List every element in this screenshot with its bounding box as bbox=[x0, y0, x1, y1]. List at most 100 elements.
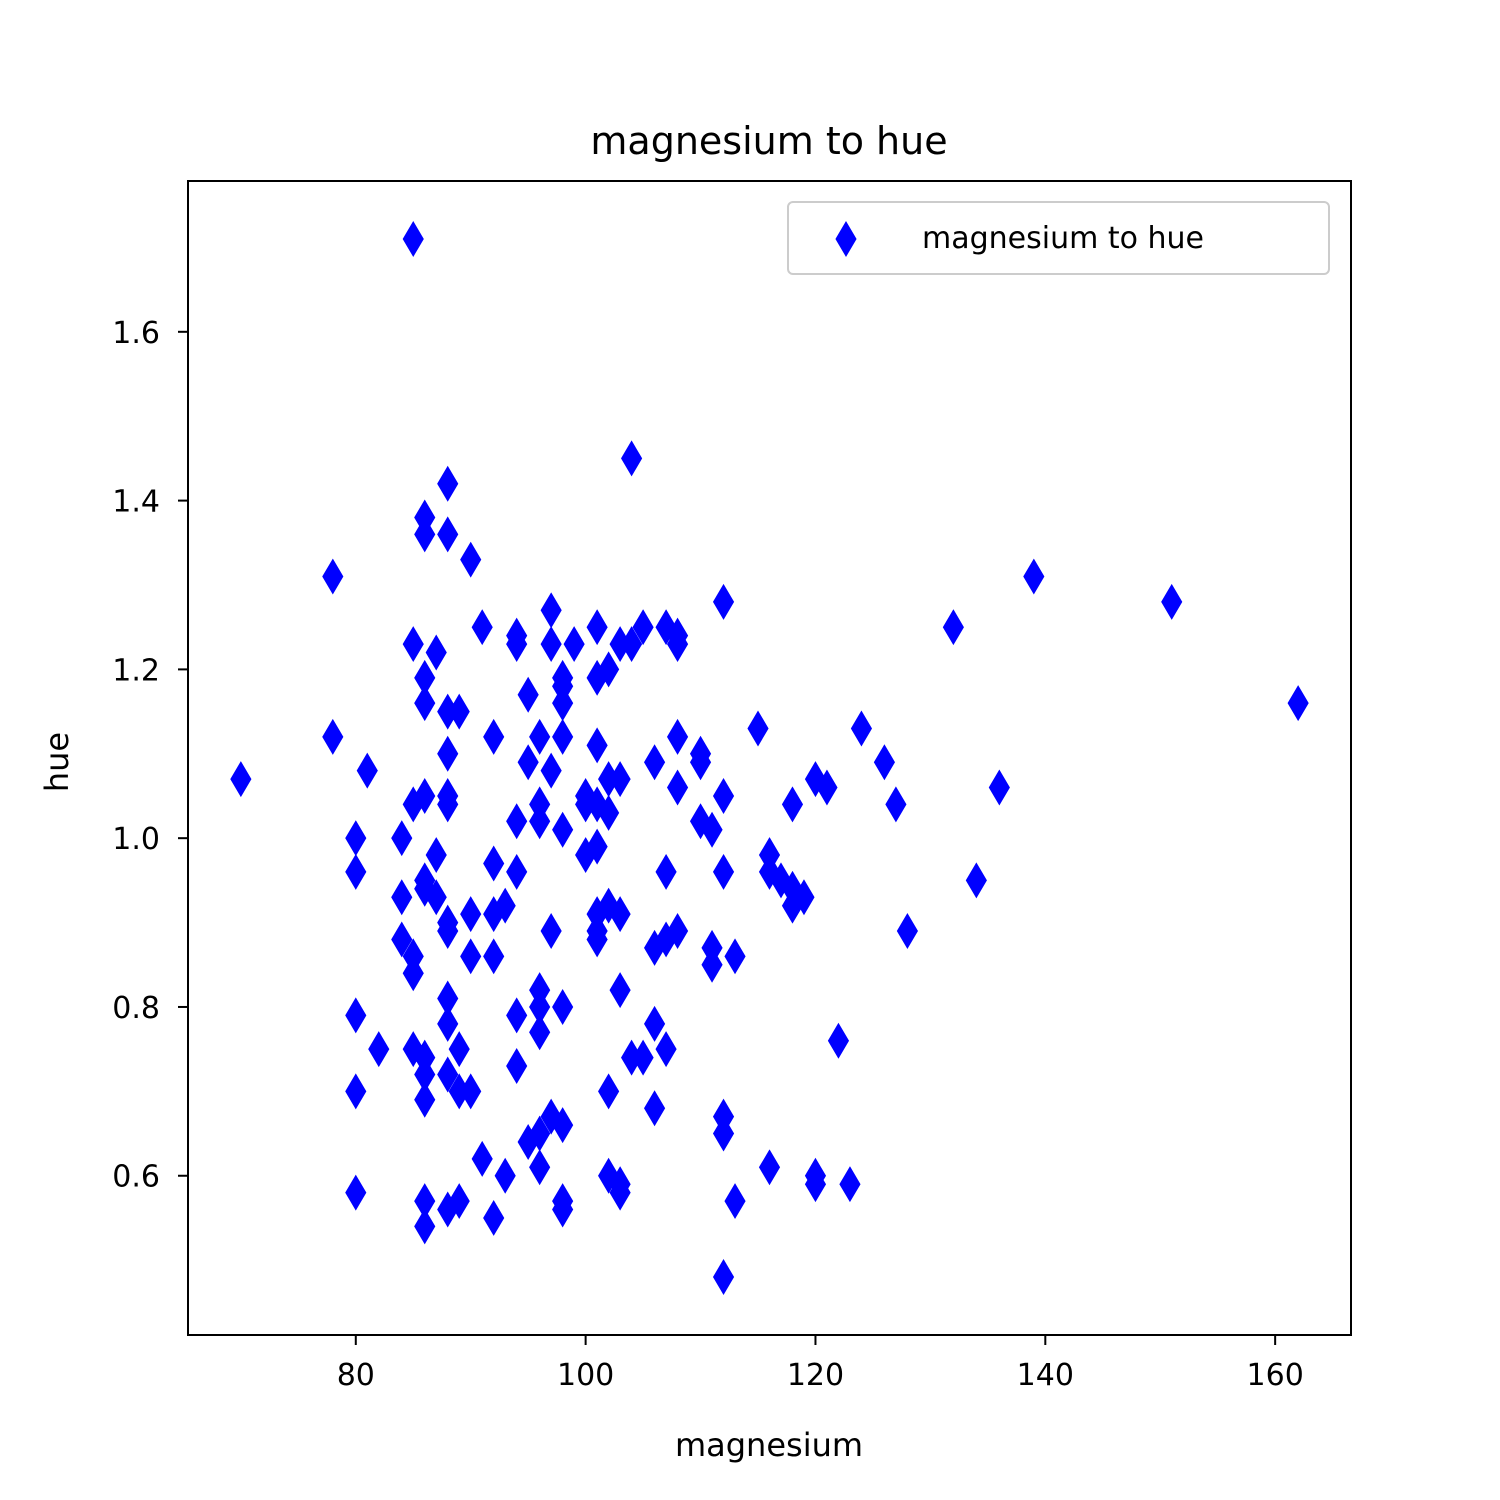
y-tick-label: 1.6 bbox=[112, 316, 160, 351]
data-point bbox=[873, 744, 896, 781]
data-point bbox=[586, 786, 608, 823]
data-point bbox=[598, 651, 620, 688]
data-point bbox=[598, 1157, 620, 1194]
data-point bbox=[356, 752, 378, 789]
data-point bbox=[448, 693, 470, 730]
data-point bbox=[437, 735, 459, 772]
y-tick-label: 1.2 bbox=[112, 653, 160, 688]
data-point bbox=[850, 710, 873, 747]
x-tick-label: 80 bbox=[337, 1358, 375, 1393]
chart-title: magnesium to hue bbox=[590, 119, 947, 163]
data-point bbox=[529, 803, 551, 840]
data-point bbox=[506, 997, 528, 1034]
data-point bbox=[448, 1183, 470, 1220]
data-point bbox=[425, 879, 447, 916]
data-point bbox=[965, 862, 987, 899]
data-point bbox=[322, 718, 344, 755]
data-point bbox=[506, 1048, 528, 1085]
data-point bbox=[666, 769, 689, 806]
data-point bbox=[885, 786, 907, 823]
data-point bbox=[552, 811, 574, 848]
data-point bbox=[414, 1208, 436, 1245]
y-tick-label: 1.0 bbox=[112, 822, 160, 857]
data-point bbox=[437, 786, 459, 823]
data-point bbox=[632, 1039, 654, 1076]
data-point bbox=[655, 853, 677, 890]
data-point bbox=[598, 794, 620, 831]
data-point bbox=[230, 761, 252, 798]
data-point bbox=[345, 997, 367, 1034]
data-point bbox=[712, 853, 735, 890]
x-tick-label: 100 bbox=[557, 1358, 614, 1393]
data-point bbox=[529, 1149, 551, 1186]
x-tick-label: 120 bbox=[787, 1358, 844, 1393]
data-point bbox=[414, 516, 436, 553]
data-point bbox=[598, 1073, 620, 1110]
data-point bbox=[402, 220, 424, 257]
x-tick-label: 160 bbox=[1247, 1358, 1304, 1393]
legend-box bbox=[787, 201, 1330, 275]
data-point bbox=[402, 626, 424, 663]
y-axis-ticks: 0.6 0.8 1.0 1.2 1.4 1.6 bbox=[112, 316, 188, 1195]
data-point bbox=[1287, 685, 1309, 722]
data-point bbox=[460, 541, 482, 578]
data-point bbox=[552, 1107, 574, 1144]
data-point bbox=[988, 769, 1010, 806]
data-point bbox=[529, 1014, 551, 1051]
data-point bbox=[414, 685, 436, 722]
data-point bbox=[586, 921, 608, 958]
data-point bbox=[712, 777, 735, 814]
data-point bbox=[827, 1022, 850, 1059]
data-points bbox=[230, 220, 1309, 1296]
data-point bbox=[804, 1166, 827, 1203]
data-point bbox=[724, 938, 746, 975]
data-point bbox=[712, 583, 735, 620]
data-point bbox=[437, 516, 459, 553]
data-point bbox=[391, 879, 413, 916]
data-point bbox=[552, 718, 574, 755]
data-point bbox=[460, 896, 482, 933]
data-point bbox=[402, 1031, 424, 1068]
data-point bbox=[437, 1056, 459, 1093]
data-point bbox=[942, 609, 964, 646]
data-point bbox=[506, 626, 528, 663]
data-point bbox=[701, 811, 723, 848]
data-point bbox=[391, 820, 413, 857]
data-point bbox=[666, 626, 689, 663]
data-point bbox=[540, 626, 562, 663]
data-point bbox=[437, 1005, 459, 1042]
data-point bbox=[552, 988, 574, 1025]
data-point bbox=[506, 803, 528, 840]
data-point bbox=[621, 440, 643, 477]
data-point bbox=[712, 1259, 735, 1296]
data-point bbox=[632, 609, 654, 646]
data-point bbox=[747, 710, 769, 747]
data-point bbox=[643, 1005, 666, 1042]
legend: magnesium to hue bbox=[787, 201, 1330, 275]
data-point bbox=[517, 676, 539, 713]
data-point bbox=[586, 609, 608, 646]
data-point bbox=[758, 1149, 781, 1186]
y-axis-label: hue bbox=[38, 732, 76, 792]
data-point bbox=[517, 744, 539, 781]
data-point bbox=[414, 1081, 436, 1118]
data-point bbox=[609, 1174, 631, 1211]
data-point bbox=[345, 1073, 367, 1110]
data-point bbox=[712, 1115, 735, 1152]
data-point bbox=[781, 786, 804, 823]
data-point bbox=[1161, 583, 1183, 620]
data-point bbox=[621, 626, 643, 663]
x-tick-label: 140 bbox=[1017, 1358, 1074, 1393]
data-point bbox=[793, 879, 815, 916]
data-point bbox=[643, 1090, 666, 1127]
data-point bbox=[655, 1031, 677, 1068]
data-point bbox=[666, 718, 689, 755]
data-point bbox=[402, 955, 424, 992]
data-point bbox=[483, 718, 505, 755]
data-point bbox=[437, 913, 459, 949]
data-point bbox=[506, 853, 528, 890]
data-point bbox=[529, 718, 551, 755]
data-point bbox=[322, 558, 344, 595]
data-point bbox=[414, 777, 436, 814]
data-point bbox=[391, 921, 413, 958]
